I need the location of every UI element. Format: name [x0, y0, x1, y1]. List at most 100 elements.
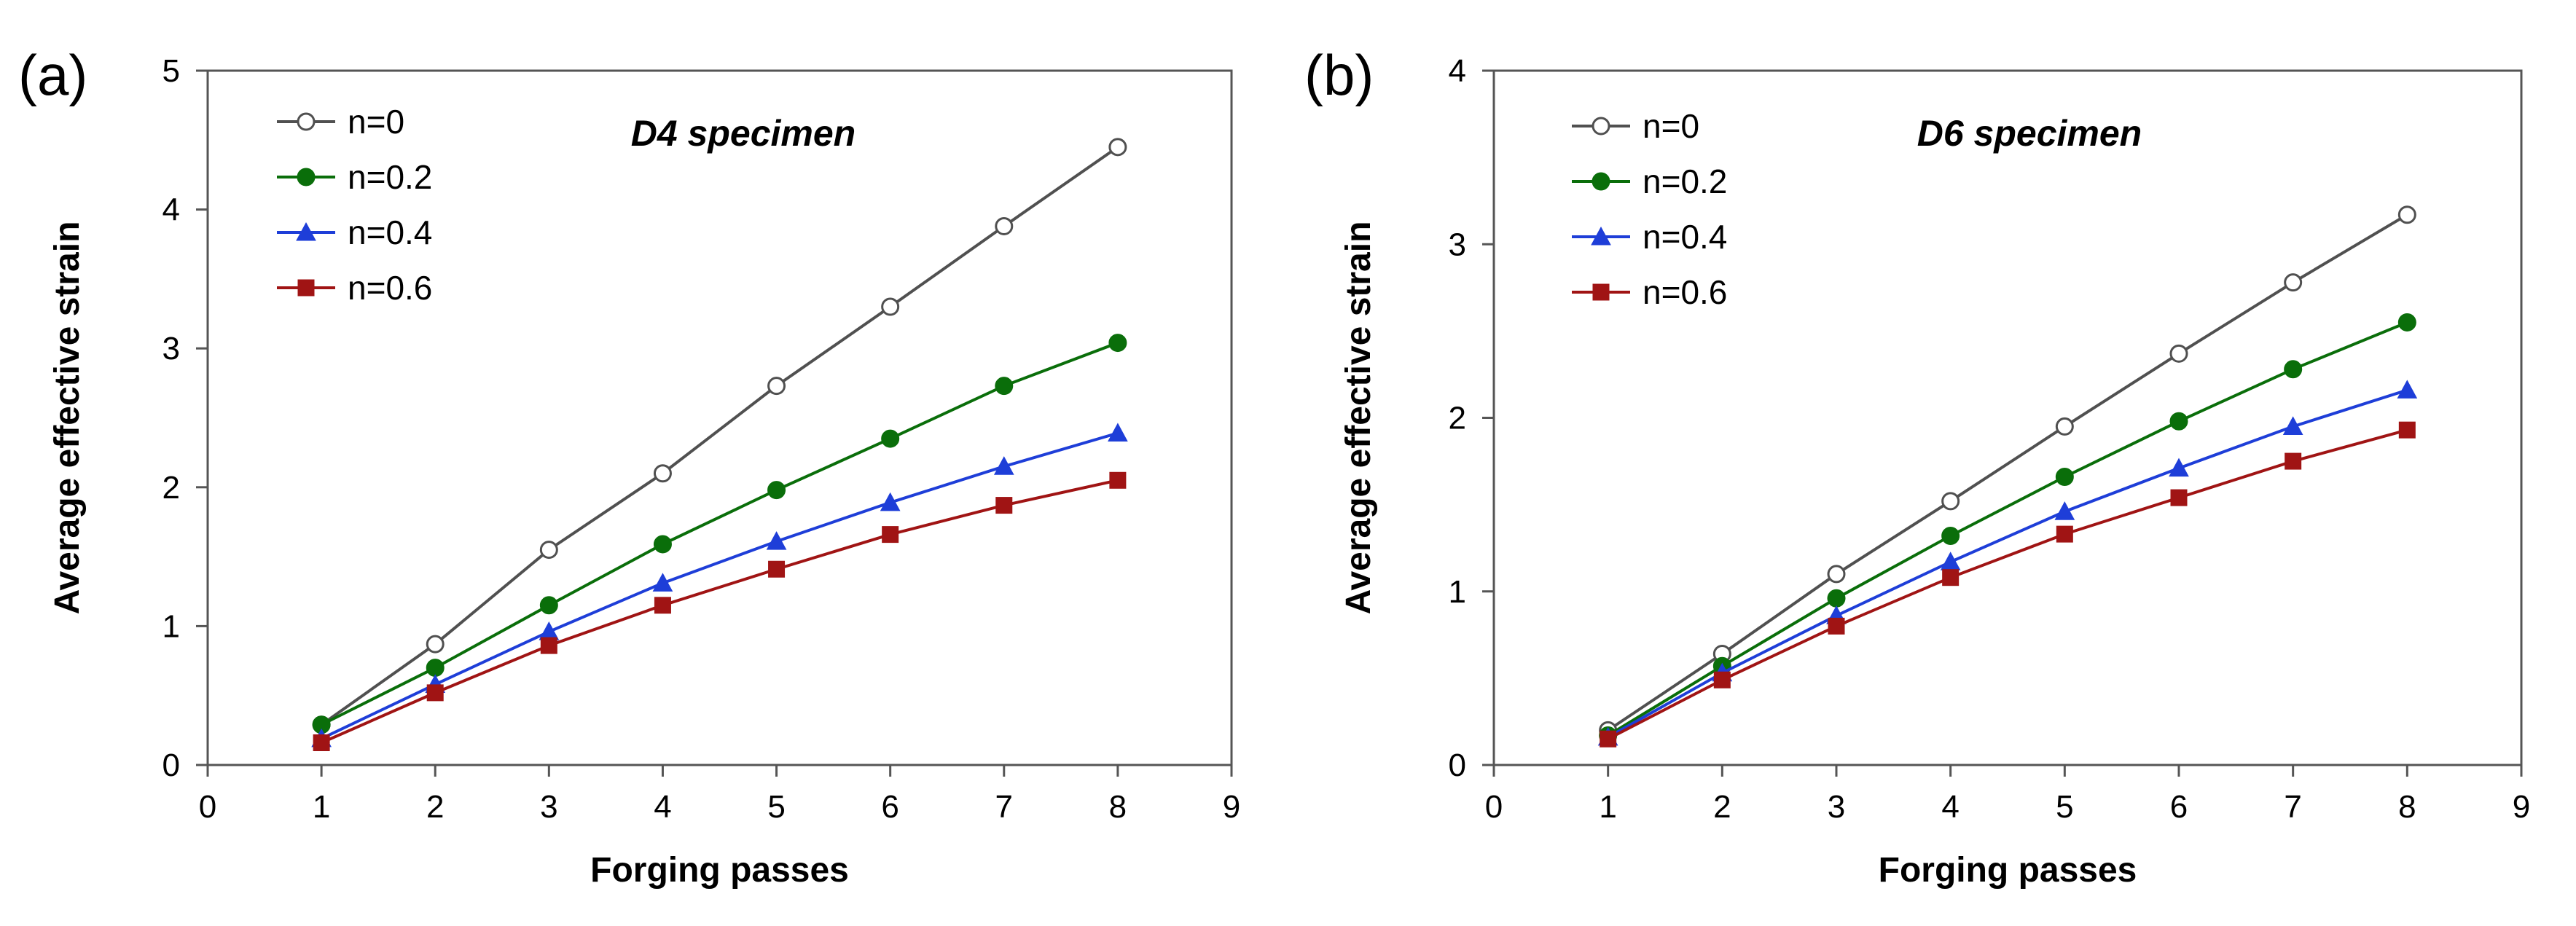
legend-marker — [1592, 172, 1610, 191]
data-point — [2397, 313, 2416, 331]
data-point — [882, 526, 899, 544]
data-point — [2284, 273, 2303, 292]
x-tick-label: 4 — [1941, 789, 1959, 825]
series-n=0 — [312, 138, 1127, 734]
data-point — [652, 573, 673, 592]
data-point — [880, 492, 901, 511]
x-tick-label: 1 — [1599, 789, 1616, 825]
y-tick-label: 3 — [1449, 227, 1466, 262]
data-point — [313, 734, 330, 752]
legend-entry: n=0 — [1572, 107, 1699, 145]
series-line — [1607, 428, 2408, 741]
legend-marker — [1592, 117, 1610, 136]
legend-entry: n=0 — [277, 103, 404, 141]
series-line — [321, 341, 1119, 726]
data-point — [767, 481, 786, 500]
x-tick-label: 5 — [2056, 789, 2073, 825]
data-point — [1942, 569, 1960, 586]
legend-marker — [296, 221, 316, 241]
data-point — [2397, 380, 2418, 399]
x-tick-label: 2 — [1713, 789, 1731, 825]
data-point — [539, 621, 560, 640]
specimen-annotation: D6 specimen — [1917, 113, 2142, 154]
x-axis-title: Forging passes — [590, 851, 849, 890]
legend-label: n=0.2 — [1643, 162, 1727, 200]
legend-label: n=0.2 — [348, 158, 432, 196]
data-point — [2055, 417, 2074, 436]
legend-marker — [297, 168, 316, 187]
y-tick-label: 1 — [163, 608, 180, 644]
x-tick-label: 9 — [1223, 789, 1240, 825]
y-axis-title: Average effective strain — [48, 221, 87, 615]
y-tick-label: 2 — [1449, 401, 1466, 436]
x-tick-label: 8 — [2398, 789, 2416, 825]
y-tick-label: 0 — [1449, 748, 1466, 783]
data-point — [2169, 458, 2189, 477]
y-tick-label: 2 — [163, 470, 180, 506]
data-point — [2056, 525, 2073, 543]
data-point — [2055, 468, 2074, 487]
y-axis-title: Average effective strain — [1339, 221, 1378, 615]
x-tick-label: 9 — [2513, 789, 2530, 825]
x-tick-label: 8 — [1109, 789, 1127, 825]
data-point — [1941, 492, 1960, 511]
data-point — [1600, 730, 1617, 748]
legend-label: n=0 — [348, 103, 404, 141]
series-line — [320, 146, 1119, 726]
panel-label: (b) — [1304, 43, 1374, 107]
panel-label: (a) — [18, 43, 87, 107]
x-tick-label: 6 — [2170, 789, 2188, 825]
data-point — [1827, 565, 1846, 584]
data-point — [995, 377, 1014, 396]
data-point — [767, 377, 786, 396]
data-point — [539, 541, 558, 560]
legend-label: n=0.6 — [348, 269, 432, 307]
y-tick-label: 4 — [1449, 53, 1466, 89]
data-point — [881, 429, 900, 448]
x-tick-label: 7 — [995, 789, 1013, 825]
legend-entry: n=0.4 — [1572, 218, 1727, 256]
data-point — [995, 497, 1013, 514]
legend-entry: n=0.2 — [1572, 162, 1727, 200]
data-point — [2398, 421, 2416, 439]
data-point — [1940, 552, 1961, 570]
data-point — [2169, 412, 2188, 431]
chart-panel-b: 0 1 2 3 4 0 1 2 3 4 5 6 7 8 9 Average effective strain F… — [1304, 43, 2530, 890]
data-point — [2284, 360, 2303, 379]
plot-frame — [206, 69, 1233, 766]
x-tick-label: 0 — [1485, 789, 1503, 825]
x-tick-label: 2 — [426, 789, 444, 825]
legend-entry: n=0.6 — [277, 269, 432, 307]
x-tick-label: 3 — [1828, 789, 1845, 825]
specimen-annotation: D4 specimen — [631, 113, 856, 154]
data-point — [2285, 452, 2302, 470]
data-point — [2169, 344, 2188, 363]
y-tick-label: 5 — [163, 53, 180, 89]
data-point — [768, 560, 786, 578]
series-line — [321, 431, 1119, 740]
y-tick-label: 3 — [163, 331, 180, 366]
x-tick-label: 5 — [767, 789, 785, 825]
series-line — [1607, 321, 2408, 737]
data-point — [1108, 334, 1127, 353]
data-point — [540, 637, 557, 654]
chart-panel-a: 0 1 2 3 4 5 0 1 2 3 4 5 6 7 8 9 Average effective strain… — [18, 43, 1240, 890]
series-n=0.4 — [1597, 380, 2418, 746]
data-point — [1109, 471, 1127, 489]
x-tick-label: 4 — [654, 789, 671, 825]
data-point — [2170, 489, 2188, 506]
data-point — [2397, 205, 2416, 224]
series-n=0.6 — [313, 471, 1127, 752]
data-point — [426, 659, 445, 678]
data-point — [653, 535, 672, 554]
legend-label: n=0 — [1643, 107, 1699, 145]
data-point — [995, 216, 1014, 235]
legend-marker — [1592, 283, 1610, 301]
legend-marker — [1591, 226, 1611, 246]
series-n=0.2 — [312, 334, 1127, 734]
data-point — [2282, 416, 2303, 435]
data-point — [1108, 138, 1127, 157]
data-point — [426, 635, 445, 654]
series-n=0.6 — [1600, 421, 2416, 748]
